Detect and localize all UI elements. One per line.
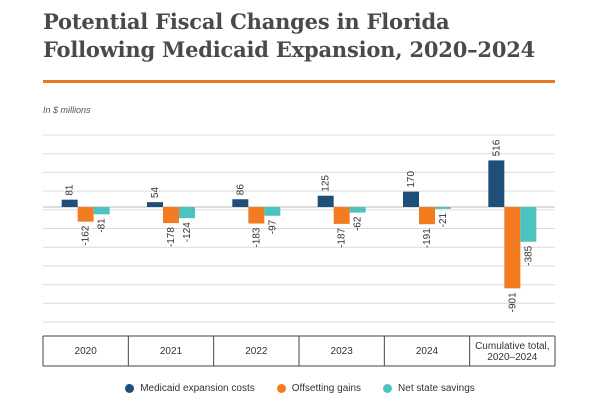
legend-swatch-medicaid xyxy=(125,383,135,393)
data-label-net: -81 xyxy=(97,218,108,233)
bar-offsetting xyxy=(163,207,179,224)
legend-item-medicaid: Medicaid expansion costs xyxy=(125,383,255,394)
data-label-offsetting: -162 xyxy=(81,225,92,245)
data-label-offsetting: -187 xyxy=(337,227,348,247)
data-label-medicaid: 170 xyxy=(406,171,417,188)
bar-net xyxy=(520,207,537,242)
data-label-offsetting: -178 xyxy=(166,227,177,247)
bar-offsetting xyxy=(333,207,350,224)
data-label-offsetting: -901 xyxy=(507,292,518,312)
legend-item-offsetting: Offsetting gains xyxy=(276,382,362,394)
data-label-offsetting: -183 xyxy=(251,227,262,247)
data-label-medicaid: 54 xyxy=(150,187,161,199)
unit-label: In $ millions xyxy=(43,105,91,115)
legend-label-net: Net state savings xyxy=(398,382,475,394)
legend-item-net: Net state savings xyxy=(383,383,475,394)
category-label: Cumulative total, 2020–2024 xyxy=(475,341,549,363)
data-label-medicaid: 86 xyxy=(235,184,246,196)
data-label-medicaid: 125 xyxy=(321,175,332,192)
bar-offsetting xyxy=(504,207,521,289)
category-label: 2024 xyxy=(416,346,439,357)
category-label: 2021 xyxy=(160,346,183,357)
chart-title: Potential Fiscal Changes in Florida Foll… xyxy=(43,9,536,62)
bar-medicaid xyxy=(488,160,505,207)
bar-net xyxy=(349,207,366,213)
bar-medicaid xyxy=(403,191,419,207)
legend: Medicaid expansion costs Offsetting gain… xyxy=(0,380,600,396)
data-label-offsetting: -191 xyxy=(422,228,433,248)
data-label-net: -97 xyxy=(267,219,278,234)
category-label: 2023 xyxy=(331,346,354,357)
legend-label-medicaid: Medicaid expansion costs xyxy=(140,382,255,394)
data-label-net: -124 xyxy=(182,222,193,242)
bar-offsetting xyxy=(77,207,94,222)
data-label-medicaid: 516 xyxy=(491,139,502,156)
bar-medicaid xyxy=(317,195,334,207)
legend-swatch-net xyxy=(383,383,393,393)
bar-net xyxy=(435,207,451,209)
data-label-medicaid: 81 xyxy=(65,184,76,196)
data-label-net: -21 xyxy=(438,212,449,227)
category-label: 2022 xyxy=(245,346,268,357)
legend-label-offsetting: Offsetting gains xyxy=(291,382,362,394)
bar-medicaid xyxy=(232,199,249,207)
bar-offsetting xyxy=(248,207,265,224)
legend-swatch-offsetting xyxy=(276,383,286,393)
category-label: 2020 xyxy=(75,346,98,357)
bar-medicaid xyxy=(61,199,78,207)
data-label-net: -62 xyxy=(353,216,364,231)
data-label-net: -385 xyxy=(523,245,534,265)
bar-medicaid xyxy=(147,202,163,207)
bar-net xyxy=(179,207,195,219)
bar-net xyxy=(93,207,110,215)
bar-offsetting xyxy=(419,207,435,225)
title-rule xyxy=(43,80,555,83)
bar-net xyxy=(264,207,281,216)
